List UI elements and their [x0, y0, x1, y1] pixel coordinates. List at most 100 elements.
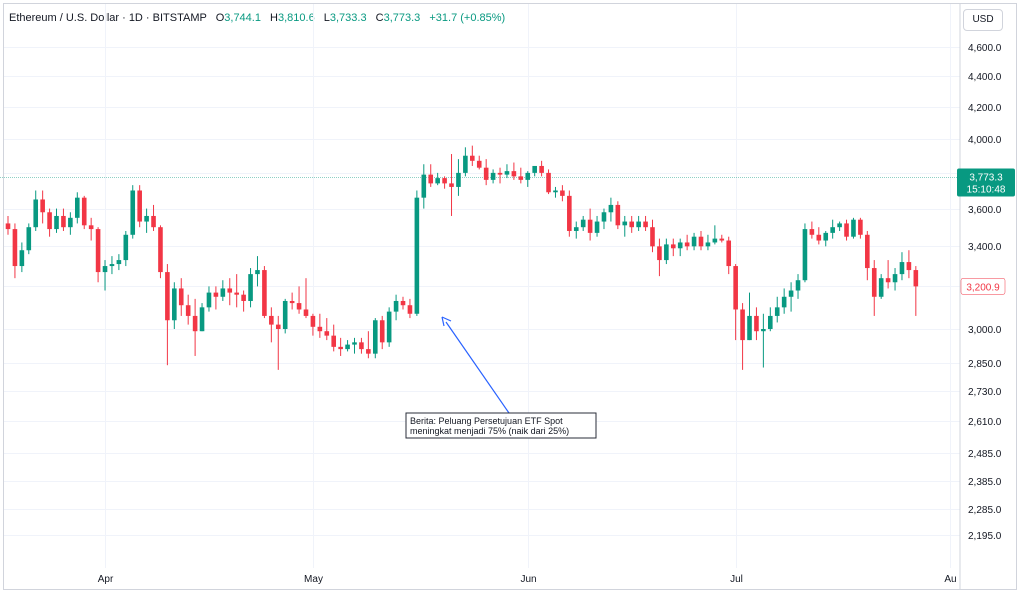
candle: [33, 190, 39, 231]
candle: [580, 215, 586, 231]
candle: [878, 274, 884, 299]
candle: [435, 172, 440, 186]
candle-body: [511, 171, 517, 177]
candle: [414, 190, 420, 316]
candle-body: [774, 307, 780, 316]
candle: [407, 298, 413, 319]
candle-body: [275, 324, 281, 329]
candle: [428, 164, 434, 187]
candle: [116, 254, 122, 271]
candle-body: [546, 172, 551, 193]
candle: [199, 303, 205, 332]
candle-body: [359, 342, 364, 350]
candle: [643, 215, 648, 231]
candle: [636, 215, 641, 231]
candle: [892, 268, 898, 291]
candle: [331, 324, 337, 352]
candle: [837, 221, 842, 231]
price-tick-label: 2,610.0: [968, 417, 1002, 428]
candle-body: [241, 294, 246, 301]
candle: [684, 234, 690, 251]
candle: [518, 167, 524, 184]
candle: [47, 208, 52, 237]
price-tick-label: 4,000.0: [968, 135, 1002, 146]
candle-body: [691, 236, 697, 247]
symbol-name[interactable]: Ethereum / U.S. Dollar · 1D · BITSTAMP: [9, 12, 207, 24]
candle: [61, 208, 66, 231]
candle-body: [345, 344, 350, 350]
candle: [269, 307, 274, 343]
chart-frame: [3, 3, 1017, 590]
candle: [421, 164, 427, 209]
candle: [719, 234, 725, 243]
candle: [366, 331, 371, 359]
candle: [546, 169, 551, 195]
candle-body: [324, 331, 330, 336]
candle-body: [137, 190, 142, 222]
currency-button[interactable]: USD: [963, 9, 1003, 31]
candle-body: [178, 288, 184, 306]
candle-body: [761, 329, 766, 332]
candle: [227, 278, 233, 306]
candle: [26, 223, 32, 255]
candle: [109, 256, 115, 275]
annotation-box: [405, 412, 597, 439]
annotation-arrow-line: [445, 321, 510, 414]
candle-body: [102, 266, 108, 273]
candle: [747, 292, 752, 341]
candle-body: [726, 240, 732, 267]
price-tick-label: 4,600.0: [968, 43, 1002, 54]
candle-body: [442, 178, 447, 184]
candle: [123, 230, 129, 267]
candle: [560, 185, 565, 202]
candle-body: [802, 229, 808, 281]
candle: [470, 145, 475, 166]
candle-body: [421, 174, 427, 198]
candle: [899, 252, 905, 281]
candle: [754, 307, 759, 341]
time-axis[interactable]: Apr May Jun Jul Au: [98, 574, 957, 585]
annotation-line-1: Berita: Peluang Persetujuan ETF Spot: [410, 416, 563, 426]
grid-lines: [4, 4, 960, 568]
candle-body: [151, 215, 156, 228]
candle-body: [878, 278, 884, 297]
close-label: C: [375, 12, 384, 24]
candle: [449, 154, 454, 216]
candle-body: [684, 242, 690, 247]
candle: [393, 294, 399, 321]
candle-body: [560, 190, 565, 196]
candle-body: [206, 292, 212, 308]
candle: [95, 227, 101, 283]
candle-body: [490, 172, 496, 180]
candle: [608, 197, 614, 222]
candle: [352, 337, 357, 354]
open-label: O: [215, 12, 225, 24]
candle: [130, 185, 136, 239]
candle-body: [601, 212, 607, 222]
candle-body: [594, 221, 600, 233]
candle-body: [650, 227, 655, 247]
candle-body: [47, 212, 52, 230]
candle-body: [712, 238, 718, 243]
candle: [553, 186, 558, 198]
candle: [442, 176, 447, 189]
candle-body: [428, 174, 434, 184]
price-tick-label: 2,195.0: [968, 531, 1002, 542]
candle-body: [858, 219, 863, 235]
annotation[interactable]: Berita: Peluang Persetujuan ETF Spot men…: [405, 316, 597, 439]
candle-body: [338, 346, 343, 350]
candle: [296, 286, 302, 314]
candle-body: [95, 229, 101, 273]
candle: [192, 298, 198, 356]
candle-body: [733, 266, 738, 310]
candle: [774, 296, 780, 323]
candle: [691, 232, 697, 251]
candle: [400, 296, 406, 310]
candle: [698, 230, 704, 251]
candle-body: [192, 315, 198, 332]
candle-body: [629, 221, 634, 228]
candle-body: [144, 215, 149, 222]
candle-body: [5, 223, 11, 230]
candle: [456, 159, 461, 196]
